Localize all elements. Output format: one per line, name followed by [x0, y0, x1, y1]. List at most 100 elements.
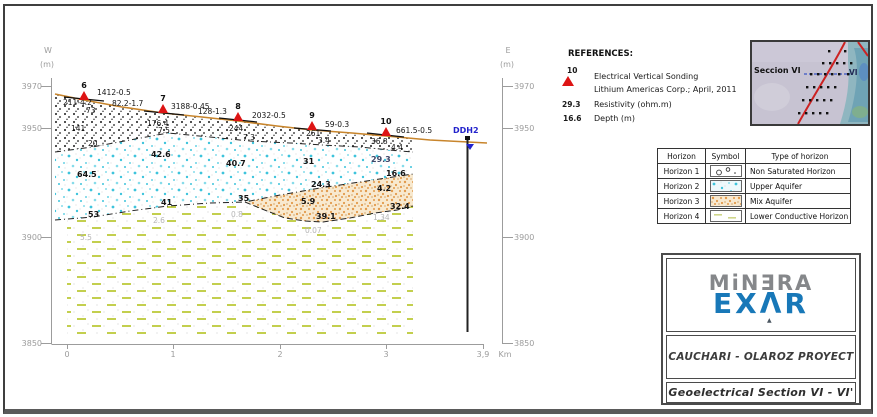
depth-label: Depth (m): [594, 114, 635, 123]
evs-example-number: 10: [567, 66, 578, 75]
legend-row-horizon3: Horizon 3: [658, 194, 706, 209]
section-value-label: 41: [161, 198, 173, 207]
right-axis-unit: (m): [499, 60, 515, 69]
evs-station-6: 6: [81, 81, 87, 90]
section-value-label: 73: [86, 106, 96, 115]
depth-example-value: 16.6: [563, 114, 582, 123]
section-value-label: 5.9: [301, 197, 316, 206]
section-value-label: 20: [88, 139, 98, 148]
y-axis-tick-right: [503, 128, 513, 129]
y-axis-label-right: 3850: [514, 339, 535, 348]
section-value-label: 244: [229, 124, 244, 133]
section-value-label: 261: [306, 129, 321, 138]
evs-station-7: 7: [160, 94, 166, 103]
y-axis-tick-left: [41, 237, 51, 238]
section-value-label: 59-0.3: [325, 120, 350, 129]
section-value-label: 4.4: [391, 143, 403, 152]
section-value-label: 1412-0.5: [97, 88, 131, 97]
legend-type-horizon2: Upper Aquifer: [746, 179, 850, 194]
project-title-box: CAUCHARI - OLAROZ PROYECT: [666, 335, 856, 379]
map-fault-line-2: [857, 42, 868, 57]
left-axis-unit: (m): [39, 60, 55, 69]
map-section-end-label: VI: [849, 68, 858, 77]
section-title: Geoelectrical Section VI - VI': [668, 386, 854, 399]
section-value-label: 0.8: [231, 210, 243, 219]
evs-station-10: 10: [380, 117, 392, 126]
references-title: REFERENCES:: [568, 49, 633, 59]
x-axis-tick: [173, 344, 174, 349]
section-value-label: 5.5: [80, 233, 92, 242]
section-value-label: 82.2-1.7: [112, 99, 144, 108]
evs-triangle-icon: [380, 127, 391, 136]
borehole-ddh2: [465, 136, 474, 332]
y-axis-tick-right: [503, 86, 513, 87]
lens-bottom-boundary: [244, 201, 414, 223]
section-value-label: 3188-0.45: [171, 102, 210, 111]
legend-type-horizon4: Lower Conductive Horizon: [750, 211, 849, 221]
section-value-label: 141: [71, 124, 86, 133]
map-section-label: Seccion VI: [754, 66, 801, 75]
x-axis-label: 0: [64, 350, 70, 359]
section-value-label: 211-4.2: [63, 98, 92, 107]
section-value-label: 661.5-0.5: [396, 126, 433, 135]
x-axis-tick: [386, 344, 387, 349]
horizon-legend-table: Horizon Symbol Type of horizon Horizon 1…: [657, 148, 851, 224]
y-axis-tick-left: [41, 343, 51, 344]
company-logo: MiNƎRA EXΛR ▲: [666, 258, 856, 332]
logo-minera-text: MiNƎRA: [708, 271, 814, 295]
y-axis-tick-right: [503, 343, 513, 344]
x-axis-label: 3,9: [476, 350, 490, 359]
section-value-label: 24.3: [311, 180, 331, 189]
y-axis-label-left: 3900: [21, 233, 42, 242]
surface-line: [54, 93, 488, 144]
section-value-label: 39.1: [316, 212, 336, 221]
legend-header-symbol: Symbol: [706, 149, 746, 164]
x-axis-label: 2: [277, 350, 283, 359]
section-value-label: 64.5: [77, 170, 97, 179]
lower-conductive-swatch: [709, 210, 742, 222]
resistivity-example-value: 29.3: [562, 100, 581, 109]
mix-aquifer-swatch: [709, 195, 742, 207]
x-axis-tick: [483, 344, 484, 349]
section-value-label: 128-1.3: [198, 107, 227, 116]
legend-row-horizon1: Horizon 1: [658, 164, 706, 179]
section-value-label: 36.8: [371, 137, 388, 146]
y-axis-tick-left: [41, 86, 51, 87]
evs-triangle-icon: [78, 91, 89, 100]
evs-station-9: 9: [309, 111, 315, 120]
section-value-label: 31: [303, 157, 315, 166]
project-title: CAUCHARI - OLAROZ PROYECT: [668, 351, 854, 363]
left-axis-direction: W: [44, 46, 52, 55]
section-value-label: 42.6: [151, 150, 171, 159]
evs-label-line2: Lithium Americas Corp.; April, 2011: [594, 85, 737, 94]
non-saturated-swatch: [709, 165, 742, 177]
evs-triangle-icon: [306, 121, 317, 130]
logo-exar-text: EXΛR: [713, 287, 809, 320]
section-value-label: 32.4: [390, 202, 410, 211]
section-value-label: 40.7: [226, 159, 246, 168]
y-axis-label-left: 3950: [21, 124, 42, 133]
x-axis-tick: [280, 344, 281, 349]
section-value-label: 7.5: [158, 126, 170, 135]
evs-triangle-icon: [157, 104, 168, 113]
section-value-label: 7.3: [243, 133, 255, 142]
y-axis-label-right: 3970: [514, 82, 535, 91]
evs-station-8: 8: [235, 102, 241, 111]
legend-symbol-horizon3: [706, 194, 746, 209]
upper-aquifer-swatch: [709, 180, 742, 192]
evs-label-line1: Electrical Vertical Sonding: [594, 72, 699, 81]
map-station-dots: [798, 50, 853, 115]
y-axis-label-left: 3970: [21, 82, 42, 91]
axes: [51, 78, 503, 345]
title-block: MiNƎRA EXΛR ▲ CAUCHARI - OLAROZ PROYECT …: [661, 253, 861, 405]
resistivity-label: Resistivity (ohm.m): [594, 100, 672, 109]
legend-symbol-horizon4: [706, 209, 746, 223]
section-value-label: 176.4: [147, 119, 169, 128]
y-axis-label-right: 3900: [514, 233, 535, 242]
section-value-label: 1.34: [373, 213, 390, 222]
evs-triangle-icon: [232, 112, 243, 121]
location-map-inset: [750, 40, 870, 126]
legend-type-horizon1: Non Saturated Horizon: [746, 164, 850, 179]
